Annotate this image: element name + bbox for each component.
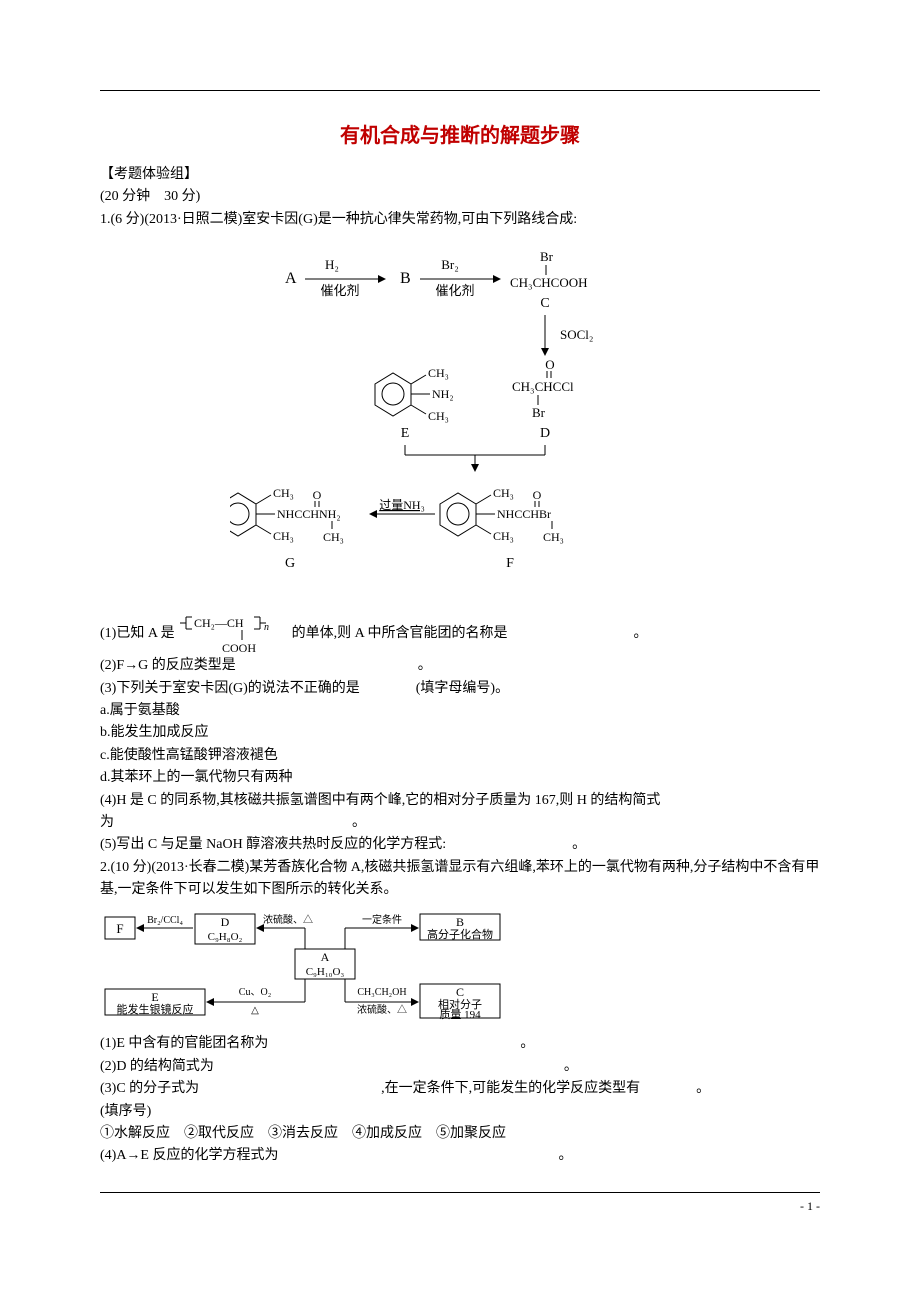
- q1-p3b: b.能发生加成反应: [100, 722, 820, 744]
- d2-D: D: [221, 915, 230, 929]
- d1-c-mid: CH₃CHCOOH: [510, 275, 588, 290]
- d1-g-group: CH₃ CH₃ O NHCCHNH₂ CH₃: [230, 486, 344, 544]
- d1-F: F: [506, 556, 514, 571]
- q1-p3c: c.能使酸性高锰酸钾溶液褪色: [100, 745, 820, 767]
- q2-p2: (2)D 的结构简式为 。: [100, 1056, 820, 1078]
- d2-ac1: CH₃CH₂OH: [357, 987, 406, 998]
- d1-f-ch3b: CH₃: [493, 529, 514, 543]
- d2-E: E: [151, 990, 158, 1004]
- d1-exnh3: 过量NH₃: [379, 498, 425, 512]
- d1-f-group: CH₃ CH₃ O NHCCHBr CH₃: [440, 486, 564, 544]
- q1-p4: (4)H 是 C 的同系物,其核磁共振氢谱图中有两个峰,它的相对分子质量为 16…: [100, 790, 820, 835]
- q1-stem: 1.(6 分)(2013·日照二模)室安卡因(G)是一种抗心律失常药物,可由下列…: [100, 209, 820, 231]
- q1-p3d: d.其苯环上的一氯代物只有两种: [100, 767, 820, 789]
- d2-e-label: 能发生银镜反应: [117, 1002, 194, 1016]
- d1-cat2: 催化剂: [435, 283, 474, 298]
- d1-f-ch3c: CH₃: [543, 530, 564, 544]
- d2-ac2: 浓硫酸、△: [357, 1003, 407, 1016]
- svg-text:n: n: [264, 622, 269, 633]
- d2-C: C: [456, 985, 464, 999]
- q1-p2: (2)F→G 的反应类型是 。: [100, 655, 820, 677]
- d1-f-side: NHCCHBr: [497, 507, 551, 521]
- d2-d-formula: C₉H₈O₂: [208, 931, 243, 943]
- q2-p1: (1)E 中含有的官能团名称为 。: [100, 1033, 820, 1055]
- section-head-1: 【考题体验组】: [100, 164, 820, 186]
- page-title: 有机合成与推断的解题步骤: [100, 119, 820, 148]
- q1-p1-post: 的单体,则 A 中所含官能团的名称是 。: [292, 626, 648, 641]
- d1-B: B: [400, 270, 411, 287]
- d1-d-o: O: [545, 357, 554, 372]
- top-rule: [100, 90, 820, 91]
- d1-f-ch3a: CH₃: [493, 486, 514, 500]
- frag-line2: COOH: [222, 641, 256, 655]
- bottom-rule: [100, 1192, 820, 1193]
- q1-p3: (3)下列关于室安卡因(G)的说法不正确的是 (填字母编号)。: [100, 678, 820, 700]
- d1-G: G: [285, 556, 295, 571]
- d1-C: C: [540, 296, 549, 311]
- synthesis-diagram-1: A H₂ 催化剂 B Br₂ 催化剂 Br CH₃CHCOOH C SOCl₂ …: [230, 239, 690, 609]
- d1-e-ch3b: CH₃: [428, 409, 449, 423]
- q2-p3a: (3)C 的分子式为 ,在一定条件下,可能发生的化学反应类型有 。: [100, 1078, 820, 1100]
- d1-g-ch3b: CH₃: [273, 529, 294, 543]
- d2-a-formula: C₉H₁₀O₃: [306, 966, 345, 978]
- d1-e-group: CH₃ NH₂ CH₃: [375, 366, 454, 423]
- q2-stem: 2.(10 分)(2013·长春二模)某芳香族化合物 A,核磁共振氢谱显示有六组…: [100, 857, 820, 902]
- d1-A: A: [285, 270, 297, 287]
- d2-A: A: [321, 950, 330, 964]
- q1-p1-pre: (1)已知 A 是: [100, 626, 175, 641]
- d2-fd: Br₂/CCl₄: [147, 915, 183, 926]
- q1-p1: (1)已知 A 是 CH₂—CH n COOH 的单体,则 A 中所含官能团的名…: [100, 613, 820, 655]
- d2-c2: 质量 194: [439, 1008, 481, 1021]
- d2-ae2: △: [251, 1005, 259, 1016]
- d2-B: B: [456, 915, 464, 929]
- d1-e-ch3a: CH₃: [428, 366, 449, 380]
- d1-f-o: O: [533, 488, 542, 502]
- q2-p3opts: ①水解反应 ②取代反应 ③消去反应 ④加成反应 ⑤加聚反应: [100, 1123, 820, 1145]
- d1-g-side: NHCCHNH₂: [277, 507, 341, 521]
- d1-e-nh2: NH₂: [432, 387, 454, 401]
- d2-da: 浓硫酸、△: [263, 913, 313, 926]
- d1-socl2: SOCl₂: [560, 327, 593, 342]
- q1-p5: (5)写出 C 与足量 NaOH 醇溶液共热时反应的化学方程式: 。: [100, 834, 820, 856]
- frag-line1: CH₂—CH: [194, 616, 244, 630]
- d2-ae1: Cu、O₂: [239, 987, 271, 998]
- page-number: - 1 -: [100, 1199, 820, 1214]
- d1-br2: Br₂: [441, 257, 459, 272]
- d1-g-ch3c: CH₃: [323, 530, 344, 544]
- d1-g-ch3a: CH₃: [273, 486, 294, 500]
- d2-F: F: [116, 921, 123, 936]
- d2-b-label: 高分子化合物: [427, 927, 493, 941]
- polymer-fragment-icon: CH₂—CH n COOH: [178, 613, 288, 655]
- d2-ab: 一定条件: [362, 913, 402, 926]
- d1-h2: H₂: [325, 257, 339, 272]
- d1-D: D: [540, 426, 550, 441]
- section-head-2: (20 分钟 30 分): [100, 186, 820, 208]
- q2-p4: (4)A→E 反应的化学方程式为 。: [100, 1145, 820, 1167]
- d1-d-br: Br: [532, 405, 546, 420]
- q2-p3b: (填序号): [100, 1101, 820, 1123]
- d1-c-br: Br: [540, 249, 554, 264]
- synthesis-diagram-2: F D C₉H₈O₂ B 高分子化合物 A C₉H₁₀O₃ E 能发生银镜反应 …: [100, 909, 510, 1029]
- page: 有机合成与推断的解题步骤 【考题体验组】 (20 分钟 30 分) 1.(6 分…: [0, 0, 920, 1254]
- d1-E: E: [401, 426, 410, 441]
- d1-g-o: O: [313, 488, 322, 502]
- d1-d-mid: CH₃CHCCl: [512, 379, 574, 394]
- d1-cat1: 催化剂: [320, 283, 359, 298]
- q1-p3a: a.属于氨基酸: [100, 700, 820, 722]
